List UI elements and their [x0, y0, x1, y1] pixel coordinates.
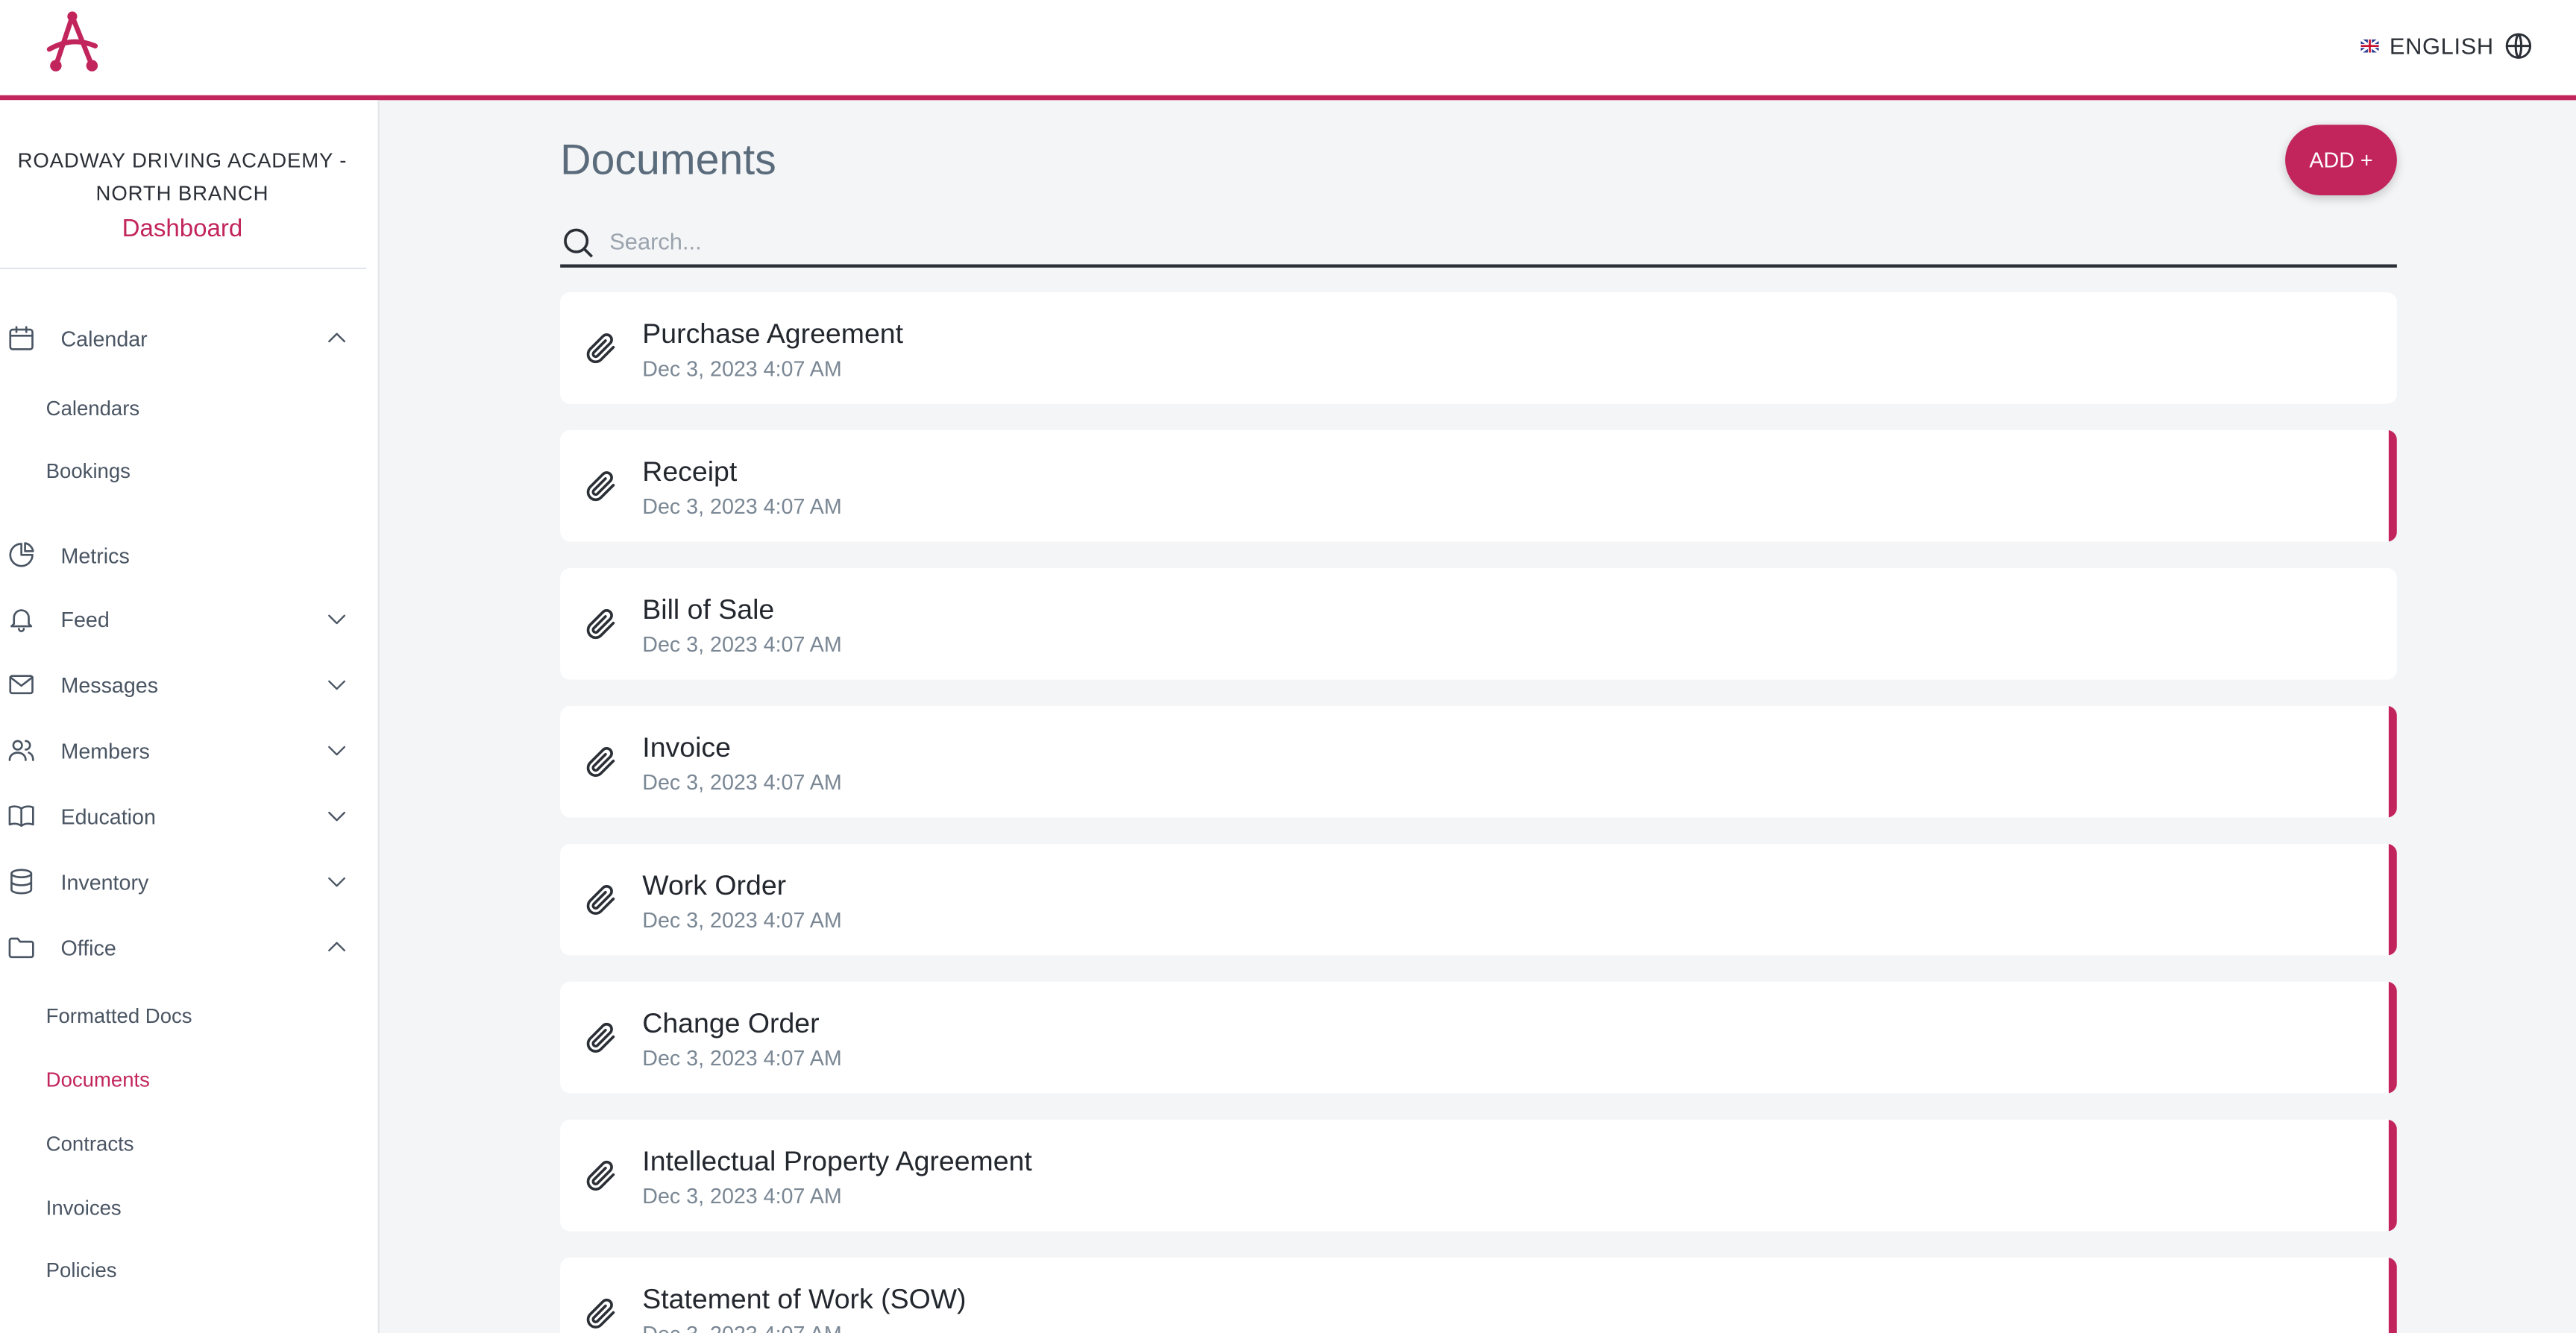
attachment-icon [586, 885, 615, 916]
nav-label: Inventory [60, 869, 149, 894]
attachment-icon [586, 1298, 615, 1329]
search-bar [560, 220, 2397, 268]
sidebar: ROADWAY DRIVING ACADEMY - NORTH BRANCH D… [0, 100, 380, 1333]
divider [0, 267, 367, 270]
attachment-icon [586, 747, 615, 778]
document-date: Dec 3, 2023 4:07 AM [642, 1322, 841, 1333]
accent-bar [2388, 981, 2397, 1094]
document-card[interactable]: Receipt Dec 3, 2023 4:07 AM [560, 429, 2397, 542]
document-name: Intellectual Property Agreement [642, 1145, 1032, 1177]
nav-icon [8, 805, 34, 827]
chevron-down[interactable] [324, 672, 350, 698]
nav-label: Office [60, 935, 116, 960]
nav-icon [9, 542, 34, 567]
attachment-icon [586, 609, 615, 640]
document-card[interactable]: Statement of Work (SOW) Dec 3, 2023 4:07… [560, 1257, 2397, 1333]
document-date: Dec 3, 2023 4:07 AM [642, 769, 842, 795]
chevron-up[interactable] [324, 934, 350, 960]
nav-label: Messages [60, 672, 159, 697]
attachment-icon [586, 1160, 615, 1191]
chevron-down[interactable] [324, 606, 350, 632]
language-label: ENGLISH [2389, 33, 2494, 60]
nav-icon [10, 609, 33, 632]
accent-bar [2388, 1119, 2397, 1232]
globe-icon [2505, 33, 2532, 59]
document-name: Change Order [642, 1008, 820, 1039]
accent-bar [2388, 1257, 2397, 1333]
chevron-down[interactable] [324, 803, 350, 829]
nav-item[interactable]: Inventory [0, 862, 365, 901]
nav-item[interactable]: Metrics [0, 535, 365, 575]
nav-icon [9, 326, 34, 350]
document-card[interactable]: Work Order Dec 3, 2023 4:07 AM [560, 843, 2397, 956]
nav-subitem[interactable]: Documents [45, 1068, 150, 1092]
document-card[interactable]: Bill of Sale Dec 3, 2023 4:07 AM [560, 567, 2397, 680]
nav-icon [9, 675, 34, 695]
flag [2361, 39, 2380, 53]
document-date: Dec 3, 2023 4:07 AM [642, 631, 842, 657]
nav-item[interactable]: Calendar [0, 318, 365, 358]
document-card[interactable]: Change Order Dec 3, 2023 4:07 AM [560, 981, 2397, 1094]
nav-item[interactable]: Office [0, 927, 365, 967]
nav-subitem[interactable]: Policies [45, 1258, 117, 1282]
nav-item[interactable]: Messages [0, 665, 365, 705]
nav-item[interactable]: Education [0, 796, 365, 836]
nav-label: Education [60, 803, 156, 828]
nav-label: Feed [60, 606, 110, 631]
language-switch[interactable]: ENGLISH [2361, 31, 2533, 61]
nav-subitem[interactable]: Bookings [45, 459, 131, 483]
document-card[interactable]: Purchase Agreement Dec 3, 2023 4:07 AM [560, 292, 2397, 404]
nav-label: Members [60, 737, 150, 763]
document-name: Receipt [642, 456, 738, 488]
document-name: Bill of Sale [642, 594, 775, 625]
chevron-up[interactable] [324, 325, 350, 351]
attachment-icon [586, 333, 615, 364]
document-date: Dec 3, 2023 4:07 AM [642, 356, 842, 381]
nav-item[interactable]: Members [0, 731, 365, 770]
chevron-down[interactable] [324, 869, 350, 895]
nav-label: Metrics [60, 542, 130, 567]
document-date: Dec 3, 2023 4:07 AM [642, 1045, 842, 1071]
chevron-down[interactable] [324, 737, 350, 763]
nav-subitem[interactable]: Calendars [45, 397, 140, 420]
attachment-icon [586, 471, 615, 502]
document-date: Dec 3, 2023 4:07 AM [642, 1183, 842, 1208]
document-name: Purchase Agreement [642, 318, 904, 350]
logo[interactable] [43, 10, 101, 75]
nav-icon [8, 937, 34, 959]
document-date: Dec 3, 2023 4:07 AM [642, 907, 842, 933]
attachment-icon [586, 1023, 615, 1053]
document-name: Work Order [642, 870, 787, 901]
dashboard-link[interactable]: Dashboard [122, 215, 243, 243]
document-card[interactable]: Invoice Dec 3, 2023 4:07 AM [560, 705, 2397, 818]
nav-subitem[interactable]: Invoices [45, 1197, 122, 1220]
nav-item[interactable]: Feed [0, 599, 365, 639]
add-button[interactable]: ADD + [2285, 125, 2397, 196]
search-icon [564, 228, 594, 258]
top-bar: ENGLISH [0, 0, 2576, 101]
accent-bar [2388, 843, 2397, 956]
nav-subitem[interactable]: Formatted Docs [45, 1004, 192, 1028]
organization-name: ROADWAY DRIVING ACADEMY - NORTH BRANCH [17, 149, 348, 206]
document-name: Invoice [642, 732, 731, 763]
accent-bar [2388, 429, 2397, 542]
nav-subitem[interactable]: Contracts [45, 1132, 134, 1156]
search-input[interactable] [606, 226, 2387, 256]
document-card[interactable]: Intellectual Property Agreement Dec 3, 2… [560, 1119, 2397, 1232]
nav-icon [10, 869, 33, 895]
page-title: Documents [560, 134, 776, 184]
accent-bar [2388, 705, 2397, 818]
document-date: Dec 3, 2023 4:07 AM [642, 494, 842, 519]
nav-icon [8, 740, 34, 761]
nav-label: Calendar [60, 326, 148, 351]
document-name: Statement of Work (SOW) [642, 1283, 967, 1315]
